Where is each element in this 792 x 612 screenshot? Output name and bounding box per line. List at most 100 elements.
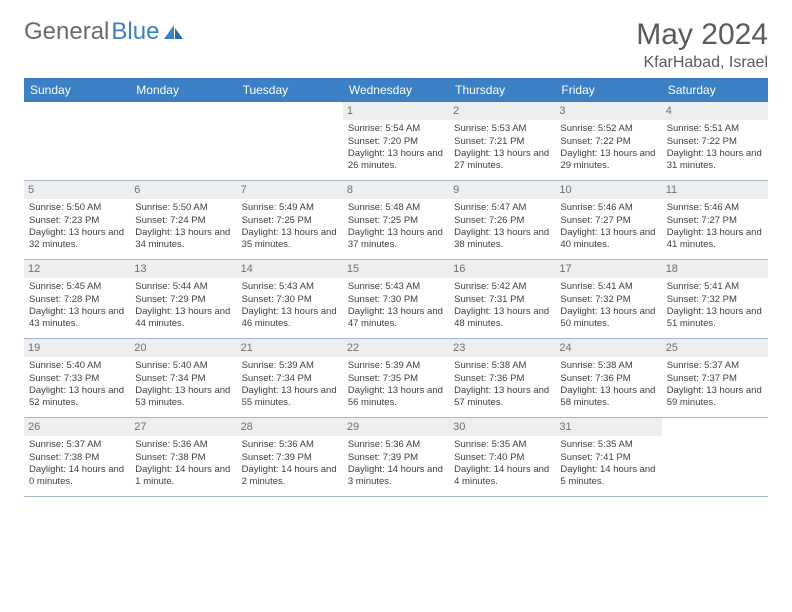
day-number: 15 xyxy=(343,260,449,278)
page-header: GeneralBlue May 2024 KfarHabad, Israel xyxy=(24,18,768,72)
daylight-line: Daylight: 13 hours and 57 minutes. xyxy=(454,385,550,410)
sunset-line: Sunset: 7:22 PM xyxy=(667,136,763,148)
day-number: 26 xyxy=(24,418,130,436)
brand-logo: GeneralBlue xyxy=(24,18,185,46)
day-number: 23 xyxy=(449,339,555,357)
calendar-day-cell: 9Sunrise: 5:47 AMSunset: 7:26 PMDaylight… xyxy=(449,181,555,259)
sunrise-line: Sunrise: 5:54 AM xyxy=(348,123,444,135)
calendar-empty-cell xyxy=(662,418,768,496)
daylight-line: Daylight: 13 hours and 38 minutes. xyxy=(454,227,550,252)
calendar-week-row: 5Sunrise: 5:50 AMSunset: 7:23 PMDaylight… xyxy=(24,181,768,260)
sunset-line: Sunset: 7:30 PM xyxy=(242,294,338,306)
day-number: 24 xyxy=(555,339,661,357)
weekday-header-cell: Wednesday xyxy=(343,78,449,102)
sunrise-line: Sunrise: 5:43 AM xyxy=(348,281,444,293)
calendar-day-cell: 5Sunrise: 5:50 AMSunset: 7:23 PMDaylight… xyxy=(24,181,130,259)
sunset-line: Sunset: 7:39 PM xyxy=(348,452,444,464)
calendar-day-cell: 11 Sunrise: 5:46 AMSunset: 7:27 PMDayligh… xyxy=(662,181,768,259)
title-block: May 2024 KfarHabad, Israel xyxy=(636,18,768,72)
calendar-week-row: 26Sunrise: 5:37 AMSunset: 7:38 PMDayligh… xyxy=(24,418,768,497)
day-number: 6 xyxy=(130,181,236,199)
day-number: 10 xyxy=(555,181,661,199)
sunrise-line: Sunrise: 5:37 AM xyxy=(667,360,763,372)
daylight-line: Daylight: 13 hours and 58 minutes. xyxy=(560,385,656,410)
logo-sail-icon xyxy=(163,23,185,41)
sunrise-line: Sunrise: 5:43 AM xyxy=(242,281,338,293)
day-number: 5 xyxy=(24,181,130,199)
day-number: 21 xyxy=(237,339,343,357)
calendar-day-cell: 26Sunrise: 5:37 AMSunset: 7:38 PMDayligh… xyxy=(24,418,130,496)
weekday-header-cell: Thursday xyxy=(449,78,555,102)
sunset-line: Sunset: 7:27 PM xyxy=(560,215,656,227)
daylight-line: Daylight: 13 hours and 34 minutes. xyxy=(135,227,231,252)
daylight-line: Daylight: 13 hours and 27 minutes. xyxy=(454,148,550,173)
sunrise-line: Sunrise: 5:48 AM xyxy=(348,202,444,214)
sunset-line: Sunset: 7:39 PM xyxy=(242,452,338,464)
sunrise-line: Sunrise: 5:41 AM xyxy=(667,281,763,293)
day-number: 16 xyxy=(449,260,555,278)
sunset-line: Sunset: 7:27 PM xyxy=(667,215,763,227)
daylight-line: Daylight: 13 hours and 50 minutes. xyxy=(560,306,656,331)
sunset-line: Sunset: 7:36 PM xyxy=(454,373,550,385)
calendar-empty-cell xyxy=(130,102,236,180)
calendar-day-cell: 20 Sunrise: 5:40 AMSunset: 7:34 PMDayligh… xyxy=(130,339,236,417)
day-number: 4 xyxy=(662,102,768,120)
sunrise-line: Sunrise: 5:45 AM xyxy=(29,281,125,293)
sunrise-line: Sunrise: 5:42 AM xyxy=(454,281,550,293)
daylight-line: Daylight: 13 hours and 53 minutes. xyxy=(135,385,231,410)
day-number: 17 xyxy=(555,260,661,278)
calendar-day-cell: 24Sunrise: 5:38 AMSunset: 7:36 PMDayligh… xyxy=(555,339,661,417)
calendar-day-cell: 14Sunrise: 5:43 AMSunset: 7:30 PMDayligh… xyxy=(237,260,343,338)
sunset-line: Sunset: 7:20 PM xyxy=(348,136,444,148)
day-number: 14 xyxy=(237,260,343,278)
sunset-line: Sunset: 7:34 PM xyxy=(135,373,231,385)
day-number: 20 xyxy=(130,339,236,357)
day-number: 9 xyxy=(449,181,555,199)
calendar-page: GeneralBlue May 2024 KfarHabad, Israel S… xyxy=(0,0,792,515)
sunrise-line: Sunrise: 5:39 AM xyxy=(348,360,444,372)
calendar-day-cell: 4Sunrise: 5:51 AMSunset: 7:22 PMDaylight… xyxy=(662,102,768,180)
daylight-line: Daylight: 13 hours and 41 minutes. xyxy=(667,227,763,252)
daylight-line: Daylight: 13 hours and 55 minutes. xyxy=(242,385,338,410)
daylight-line: Daylight: 14 hours and 2 minutes. xyxy=(242,464,338,489)
sunrise-line: Sunrise: 5:41 AM xyxy=(560,281,656,293)
sunrise-line: Sunrise: 5:49 AM xyxy=(242,202,338,214)
daylight-line: Daylight: 13 hours and 59 minutes. xyxy=(667,385,763,410)
day-number: 19 xyxy=(24,339,130,357)
day-number: 2 xyxy=(449,102,555,120)
sunrise-line: Sunrise: 5:39 AM xyxy=(242,360,338,372)
calendar-day-cell: 30Sunrise: 5:35 AMSunset: 7:40 PMDayligh… xyxy=(449,418,555,496)
day-number: 28 xyxy=(237,418,343,436)
weekday-header-cell: Saturday xyxy=(662,78,768,102)
calendar-day-cell: 15Sunrise: 5:43 AMSunset: 7:30 PMDayligh… xyxy=(343,260,449,338)
daylight-line: Daylight: 13 hours and 29 minutes. xyxy=(560,148,656,173)
sunset-line: Sunset: 7:22 PM xyxy=(560,136,656,148)
sunset-line: Sunset: 7:24 PM xyxy=(135,215,231,227)
calendar-day-cell: 7Sunrise: 5:49 AMSunset: 7:25 PMDaylight… xyxy=(237,181,343,259)
day-number: 1 xyxy=(343,102,449,120)
daylight-line: Daylight: 14 hours and 1 minute. xyxy=(135,464,231,489)
calendar-day-cell: 19Sunrise: 5:40 AMSunset: 7:33 PMDayligh… xyxy=(24,339,130,417)
sunset-line: Sunset: 7:28 PM xyxy=(29,294,125,306)
weekday-header-cell: Tuesday xyxy=(237,78,343,102)
calendar-day-cell: 21Sunrise: 5:39 AMSunset: 7:34 PMDayligh… xyxy=(237,339,343,417)
sunrise-line: Sunrise: 5:53 AM xyxy=(454,123,550,135)
day-number: 13 xyxy=(130,260,236,278)
sunrise-line: Sunrise: 5:46 AM xyxy=(667,202,763,214)
calendar-day-cell: 3Sunrise: 5:52 AMSunset: 7:22 PMDaylight… xyxy=(555,102,661,180)
day-number: 25 xyxy=(662,339,768,357)
sunset-line: Sunset: 7:23 PM xyxy=(29,215,125,227)
calendar-empty-cell xyxy=(24,102,130,180)
brand-part2: Blue xyxy=(111,18,159,46)
daylight-line: Daylight: 14 hours and 4 minutes. xyxy=(454,464,550,489)
weekday-header-cell: Sunday xyxy=(24,78,130,102)
daylight-line: Daylight: 13 hours and 48 minutes. xyxy=(454,306,550,331)
sunrise-line: Sunrise: 5:51 AM xyxy=(667,123,763,135)
sunrise-line: Sunrise: 5:40 AM xyxy=(29,360,125,372)
sunrise-line: Sunrise: 5:40 AM xyxy=(135,360,231,372)
day-number: 27 xyxy=(130,418,236,436)
calendar-day-cell: 6Sunrise: 5:50 AMSunset: 7:24 PMDaylight… xyxy=(130,181,236,259)
sunrise-line: Sunrise: 5:46 AM xyxy=(560,202,656,214)
calendar-week-row: 19Sunrise: 5:40 AMSunset: 7:33 PMDayligh… xyxy=(24,339,768,418)
day-number: 11 xyxy=(662,181,768,199)
